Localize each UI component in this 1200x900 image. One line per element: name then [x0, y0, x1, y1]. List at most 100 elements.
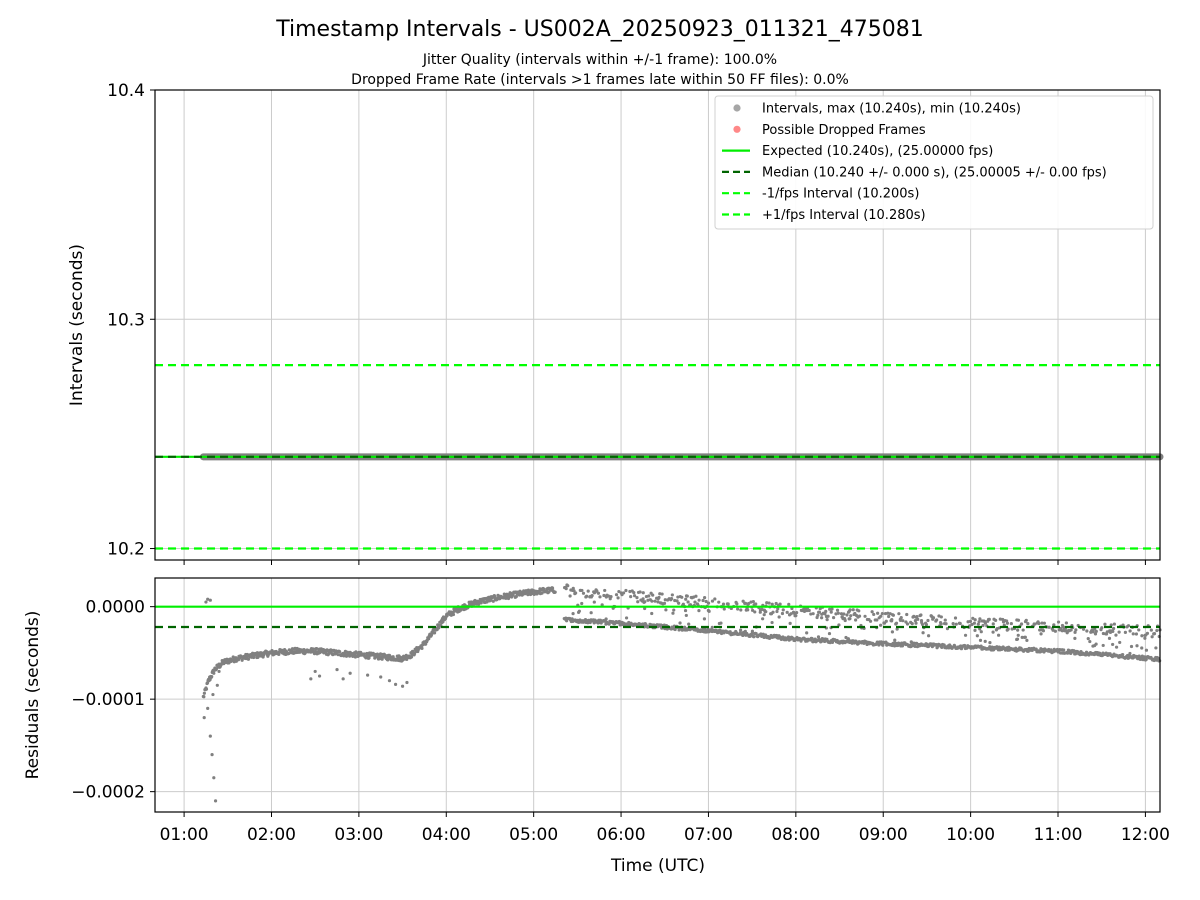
residual-point-upper — [1117, 630, 1121, 634]
top-y-tick-label: 10.2 — [107, 540, 145, 560]
residual-point-upper — [926, 618, 930, 623]
residual-point-upper — [1053, 629, 1057, 633]
residual-point-upper — [684, 597, 688, 601]
residual-point-upper — [966, 620, 970, 624]
legend-label: Expected (10.240s), (25.00000 fps) — [762, 144, 993, 159]
residual-point-between — [1016, 633, 1020, 637]
residual-outlier — [213, 799, 218, 803]
residual-point-lower — [617, 619, 621, 624]
residual-point-upper — [872, 612, 876, 617]
residual-point-between — [1086, 636, 1090, 641]
residual-point-between — [963, 633, 968, 637]
residual-point-upper — [836, 611, 840, 615]
residual-point-upper — [603, 588, 607, 593]
residual-point-upper — [981, 623, 985, 628]
residual-point — [493, 595, 497, 599]
residual-outlier — [341, 677, 345, 681]
residual-point-lower — [588, 620, 592, 625]
residual-point-upper — [857, 609, 861, 613]
residual-point-upper — [884, 619, 888, 623]
residual-point-lower — [881, 643, 885, 647]
bottom-x-tick-label: 08:00 — [771, 825, 820, 845]
residual-point-upper — [899, 616, 903, 620]
residual-point-between — [656, 600, 660, 604]
residual-point-upper — [596, 591, 601, 595]
residual-point-upper — [823, 612, 827, 616]
residual-outlier — [217, 669, 221, 674]
residual-point-upper — [1123, 630, 1127, 634]
residual-point-upper — [564, 587, 568, 591]
bottom-x-tick-label: 09:00 — [859, 825, 908, 845]
residual-point-upper — [807, 608, 811, 613]
residual-point-upper — [958, 621, 962, 626]
residual-point-between — [890, 630, 895, 634]
legend-marker — [733, 104, 741, 112]
residual-point-between — [895, 627, 899, 631]
residual-point-between — [1020, 635, 1024, 639]
residual-point-upper — [717, 600, 721, 604]
residual-point-between — [746, 608, 750, 612]
residual-point-upper — [983, 621, 987, 625]
residual-point-upper — [770, 602, 774, 606]
residual-point-upper — [650, 599, 654, 603]
residual-point-lower — [962, 643, 967, 648]
residual-outlier — [204, 600, 208, 604]
residual-point-upper — [1056, 620, 1061, 624]
residual-point-upper — [818, 607, 822, 611]
residual-point-upper — [643, 600, 647, 604]
residual-point-upper — [876, 611, 880, 615]
residual-point-upper — [785, 610, 789, 614]
residual-point-upper — [673, 598, 677, 603]
residual-point — [553, 590, 557, 594]
residual-point — [432, 631, 437, 635]
residual-outlier — [212, 776, 216, 780]
residual-point-upper — [1047, 625, 1051, 629]
residual-point-between — [693, 600, 697, 604]
residual-point-lower — [810, 636, 814, 641]
residual-point-upper — [913, 618, 917, 623]
residual-point-upper — [977, 620, 981, 624]
residual-point-upper — [891, 613, 895, 617]
residual-point-upper — [754, 602, 758, 606]
residual-point-upper — [632, 591, 636, 595]
residual-point-between — [983, 639, 987, 643]
residual-outlier — [211, 692, 215, 697]
residual-point-upper — [943, 618, 947, 622]
legend-label: Median (10.240 +/- 0.000 s), (25.00005 +… — [762, 165, 1107, 180]
residual-point-upper — [1112, 622, 1116, 626]
residual-point-upper — [857, 614, 862, 618]
residual-point-between — [1025, 638, 1029, 642]
bottom-x-tick-label: 02:00 — [247, 825, 296, 845]
residual-point-upper — [968, 619, 973, 624]
residual-point-upper — [590, 593, 594, 598]
residual-point-between — [702, 617, 707, 621]
residual-point-upper — [1021, 628, 1025, 632]
residual-outlier — [387, 679, 392, 683]
residual-point-upper — [1019, 622, 1024, 626]
residual-point-upper — [1074, 628, 1078, 632]
residual-point — [514, 594, 518, 599]
residual-point-between — [1039, 632, 1043, 636]
residual-point-upper — [845, 613, 849, 617]
residual-point — [491, 599, 495, 603]
residual-point-upper — [924, 623, 929, 627]
residual-point-upper — [616, 596, 620, 600]
residual-point-upper — [828, 607, 832, 611]
bottom-x-tick-label: 01:00 — [160, 825, 209, 845]
residual-point-upper — [824, 609, 828, 613]
residual-point-upper — [835, 608, 840, 612]
residual-outlier — [210, 753, 214, 757]
residual-point — [550, 586, 555, 590]
residual-point-between — [921, 631, 925, 635]
residual-point-between — [683, 608, 688, 613]
residual-point — [311, 647, 316, 651]
bottom-x-tick-label: 11:00 — [1034, 825, 1083, 845]
residual-outlier — [348, 671, 352, 675]
residual-point-upper — [894, 621, 899, 625]
residual-point-between — [624, 616, 629, 620]
residual-point-upper — [817, 610, 822, 614]
residual-point-upper — [1037, 621, 1041, 626]
residual-point-upper — [1128, 629, 1132, 633]
residual-point-between — [805, 631, 809, 635]
residual-point-upper — [767, 601, 771, 605]
